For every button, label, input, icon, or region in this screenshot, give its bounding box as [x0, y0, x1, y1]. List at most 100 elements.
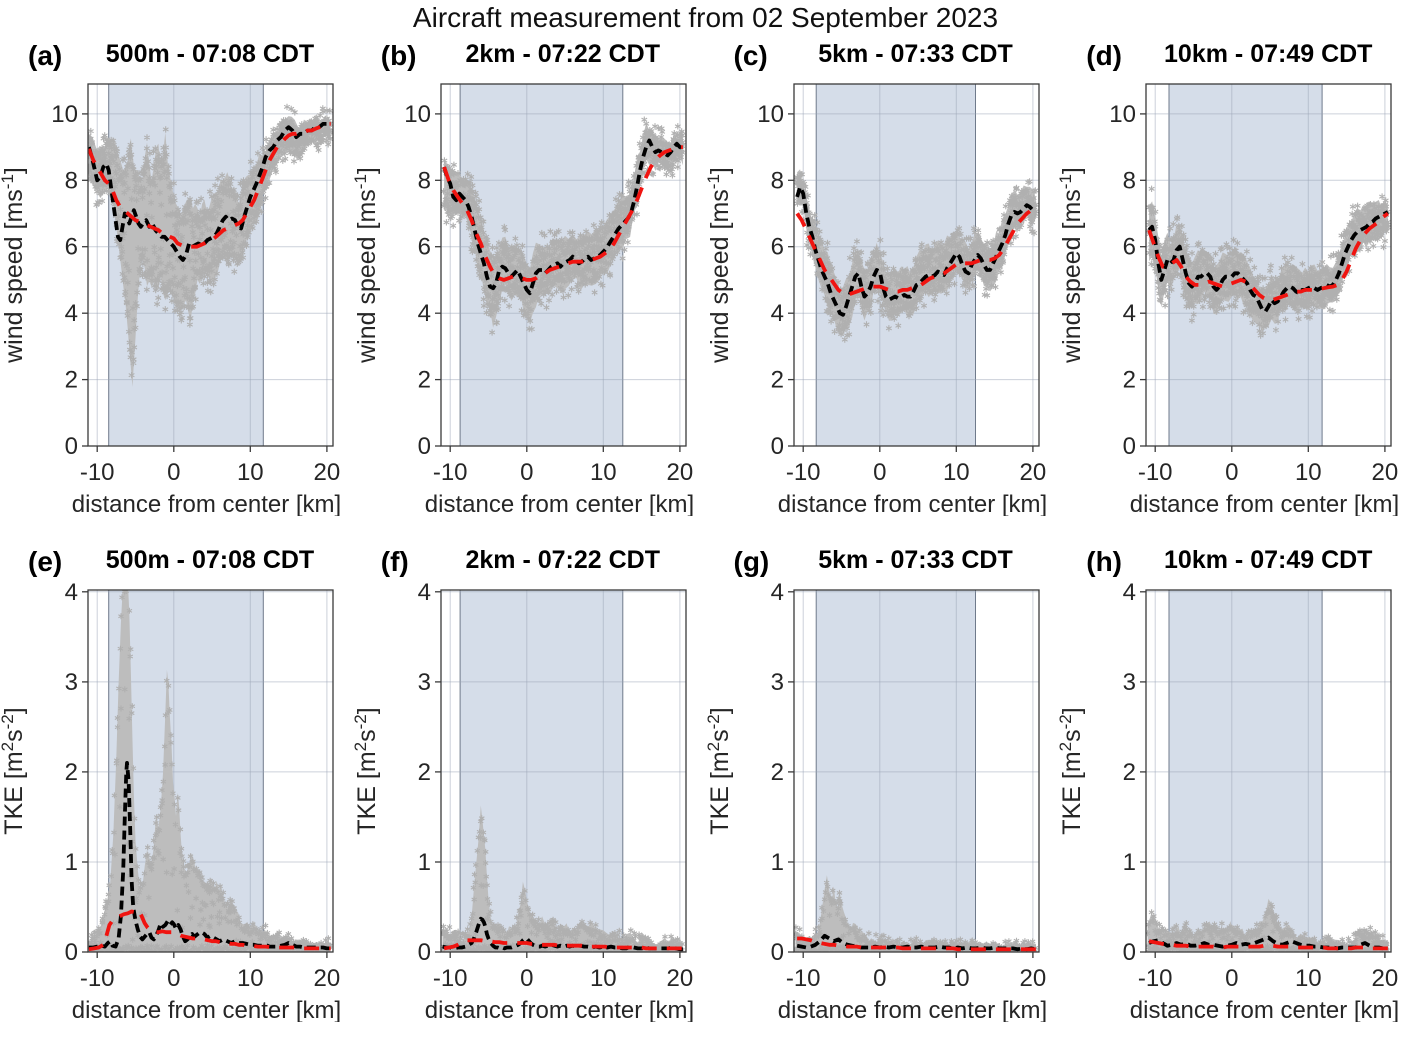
panel-c: (c) 5km - 07:33 CDT -10 0 10 20 0 2 4 6 8 10 dista…	[706, 40, 1059, 516]
y-tick-label: 2	[1123, 759, 1136, 786]
red-dashed-series	[88, 908, 331, 952]
x-axis-label: distance from center [km]	[1130, 491, 1399, 516]
x-tick-label: 0	[167, 459, 180, 486]
y-axis-label: TKE [m2s-2]	[706, 707, 734, 834]
figure-title: Aircraft measurement from 02 September 2…	[412, 2, 999, 33]
x-tick-label: 20	[314, 459, 341, 486]
panel-letter: (g)	[733, 546, 770, 577]
x-tick-label: 20	[1372, 965, 1399, 992]
y-axis-label: wind speed [ms-1]	[1058, 167, 1086, 364]
x-tick-label: 20	[666, 965, 693, 992]
axes-frame	[87, 83, 334, 447]
x-tick-label: 20	[666, 459, 693, 486]
y-tick-label: 0	[1123, 433, 1136, 460]
panel-title: 5km - 07:33 CDT	[818, 546, 1013, 574]
y-tick-label: 4	[770, 580, 783, 606]
panel-title: 10km - 07:49 CDT	[1164, 40, 1373, 68]
x-axis-label: distance from center [km]	[777, 997, 1046, 1022]
panel-title: 500m - 07:08 CDT	[105, 546, 315, 574]
y-tick-label: 2	[417, 759, 430, 786]
x-tick-label: -10	[785, 965, 820, 992]
x-tick-label: 10	[237, 459, 264, 486]
y-tick-label: 1	[65, 849, 78, 876]
y-tick-label: 0	[770, 433, 783, 460]
panel-g: (g) 5km - 07:33 CDT -10 0 10 20 0 1 2 3 4 distanc…	[706, 546, 1059, 1022]
y-tick-label: 3	[65, 669, 78, 696]
shaded-region	[815, 590, 975, 952]
x-axis-label: distance from center [km]	[777, 491, 1046, 516]
y-tick-label: 4	[1123, 300, 1136, 327]
scatter-markers	[88, 590, 333, 952]
y-tick-label: 1	[770, 849, 783, 876]
y-tick-label: 4	[1123, 580, 1136, 606]
y-tick-label: 8	[65, 167, 78, 194]
y-axis-label: wind speed [ms-1]	[0, 167, 28, 364]
x-tick-label: 0	[1225, 459, 1238, 486]
y-tick-label: 2	[65, 367, 78, 394]
x-axis-label: distance from center [km]	[425, 491, 694, 516]
axes-frame	[792, 83, 1040, 447]
y-axis-label: wind speed [ms-1]	[706, 167, 734, 364]
shaded-region	[1169, 590, 1323, 952]
y-tick-label: 4	[65, 580, 78, 606]
panel-h: (h) 10km - 07:49 CDT -10 0 10 20 0 1 2 3 4 distan…	[1058, 546, 1411, 1022]
panel-title: 10km - 07:49 CDT	[1164, 546, 1373, 574]
panel-f: (f) 2km - 07:22 CDT -10 0 10 20 0 1 2 3 4 distanc…	[353, 546, 706, 1022]
y-tick-label: 0	[1123, 939, 1136, 966]
y-tick-label: 2	[1123, 367, 1136, 394]
y-tick-label: 3	[770, 669, 783, 696]
panel-d: (d) 10km - 07:49 CDT -10 0 10 20 0 2 4 6 8 10 dist…	[1058, 40, 1411, 516]
black-dashed-series	[88, 761, 331, 951]
panel-a: (a) 500m - 07:08 CDT -10 0 10 20 0 2 4 6 8 10 dist…	[0, 40, 353, 516]
y-tick-label: 8	[1123, 167, 1136, 194]
x-axis-label: distance from center [km]	[72, 997, 341, 1022]
x-tick-label: 10	[590, 459, 617, 486]
panel-letter: (d)	[1086, 40, 1123, 71]
y-tick-label: 10	[51, 101, 78, 128]
y-tick-label: 0	[770, 939, 783, 966]
axes-frame	[1145, 83, 1392, 447]
y-tick-label: 1	[417, 849, 430, 876]
y-axis-label: TKE [m2s-2]	[0, 707, 28, 834]
panel-letter: (c)	[733, 40, 768, 71]
axes-frame	[440, 83, 687, 447]
panel-title: 500m - 07:08 CDT	[105, 40, 315, 68]
y-tick-label: 6	[65, 234, 78, 261]
red-dashed-series	[795, 205, 1037, 297]
red-dashed-series	[443, 938, 683, 951]
y-tick-label: 8	[770, 167, 783, 194]
x-axis-label: distance from center [km]	[425, 997, 694, 1022]
y-tick-label: 1	[1123, 849, 1136, 876]
y-tick-label: 6	[1123, 234, 1136, 261]
x-tick-label: -10	[80, 459, 115, 486]
black-dashed-series	[796, 933, 1036, 952]
axes-frame	[440, 589, 687, 953]
x-tick-label: 10	[590, 965, 617, 992]
x-tick-label: 0	[520, 965, 533, 992]
y-axis-label: TKE [m2s-2]	[1058, 707, 1086, 834]
y-tick-label: 10	[757, 101, 784, 128]
tke-row: (e) 500m - 07:08 CDT -10 0 10 20 0 1 2 3 4 distan…	[0, 546, 1411, 1022]
black-dashed-series	[88, 120, 332, 262]
x-tick-label: 20	[1372, 459, 1399, 486]
red-dashed-series	[88, 122, 331, 249]
y-tick-label: 10	[404, 101, 431, 128]
x-tick-label: 10	[1295, 459, 1322, 486]
panel-title: 5km - 07:33 CDT	[818, 40, 1013, 68]
y-tick-label: 4	[65, 300, 78, 327]
y-tick-label: 10	[1110, 101, 1137, 128]
black-dashed-series	[1147, 210, 1390, 314]
x-axis-label: distance from center [km]	[72, 491, 341, 516]
y-tick-label: 4	[770, 300, 783, 327]
x-tick-label: 10	[942, 965, 969, 992]
red-dashed-series	[1147, 211, 1390, 302]
x-tick-label: 10	[942, 459, 969, 486]
